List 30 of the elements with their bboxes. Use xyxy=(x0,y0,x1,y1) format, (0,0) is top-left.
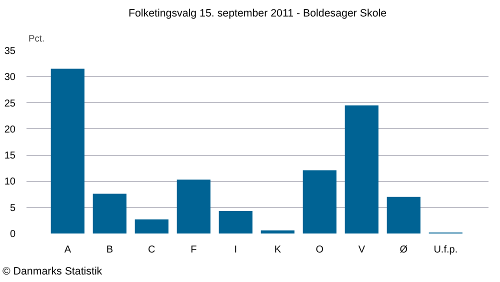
x-tick-label: F xyxy=(190,244,197,256)
x-tick-label: A xyxy=(64,244,72,256)
y-tick-label: 35 xyxy=(4,46,16,57)
x-tick-label: I xyxy=(234,244,238,256)
y-tick-label: 20 xyxy=(4,124,16,136)
x-tick-label: Ø xyxy=(400,244,408,256)
x-tick-label: U.f.p. xyxy=(434,244,458,256)
y-tick-label: 0 xyxy=(10,229,16,240)
y-tick-label: 10 xyxy=(4,176,16,188)
x-tick-label: B xyxy=(106,244,114,256)
bar xyxy=(50,68,84,234)
y-tick-label: 15 xyxy=(4,150,16,162)
y-tick-label: 5 xyxy=(10,202,16,214)
text: © Danmarks Statistik xyxy=(2,266,103,278)
y-tick-label: 30 xyxy=(4,72,16,84)
bar xyxy=(176,180,210,234)
x-tick-label: K xyxy=(274,244,282,256)
bar xyxy=(386,196,420,234)
x-tick-label: C xyxy=(148,244,156,256)
x-tick-label: V xyxy=(358,244,366,256)
bar xyxy=(344,105,378,234)
y-tick-label: 25 xyxy=(4,98,16,110)
bar xyxy=(260,230,294,234)
bar xyxy=(134,219,168,234)
chart-title: Folketingsvalg 15. september 2011 - Boldesager Skole xyxy=(128,8,387,20)
bar xyxy=(302,170,336,234)
y-axis-title: Pct. xyxy=(28,34,45,44)
x-tick-label: O xyxy=(316,244,324,256)
bar xyxy=(218,211,252,234)
bar xyxy=(92,194,126,234)
